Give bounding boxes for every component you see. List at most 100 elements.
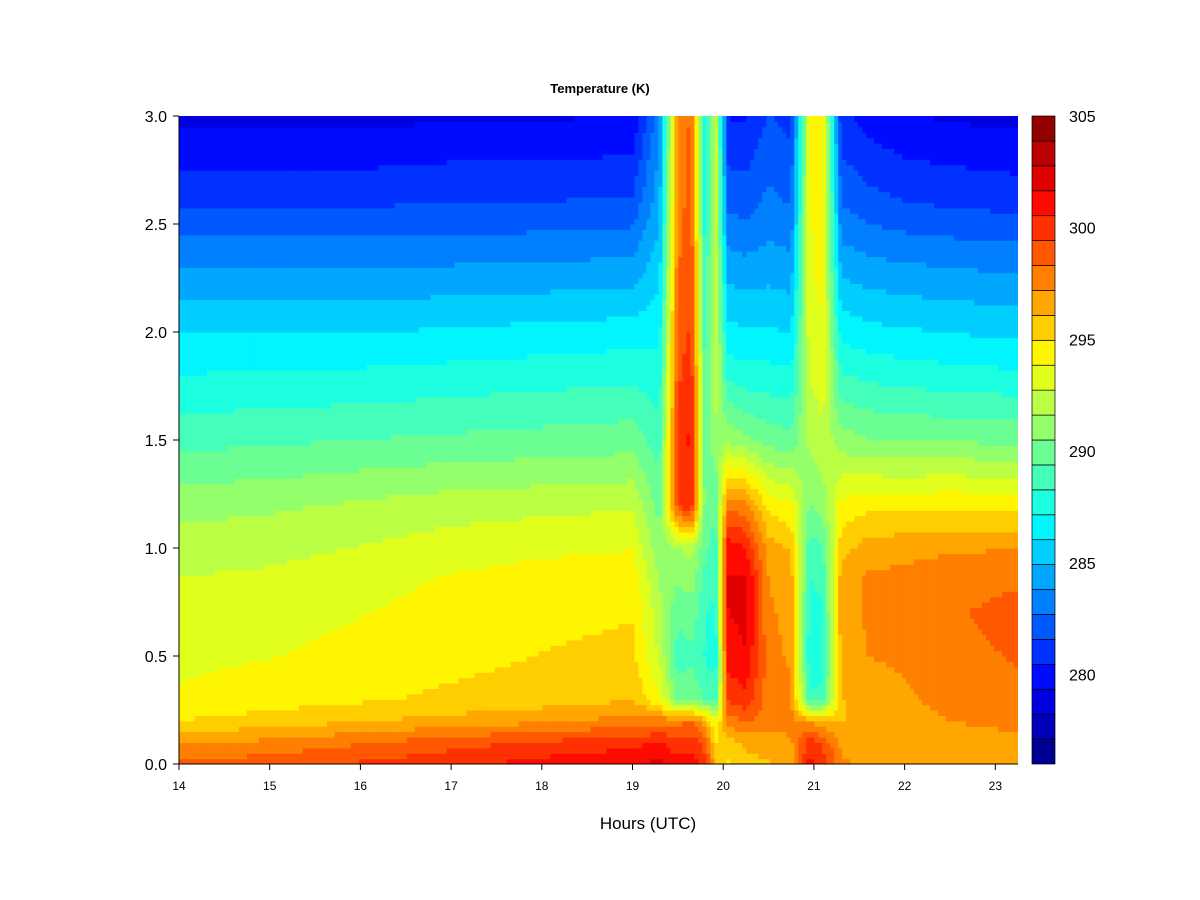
- field-cell: [366, 542, 372, 614]
- field-cell: [350, 170, 356, 209]
- field-cell: [730, 477, 735, 490]
- field-cell: [306, 207, 312, 236]
- field-cell: [946, 267, 951, 301]
- field-cell: [690, 710, 695, 716]
- field-cell: [274, 299, 280, 333]
- field-cell: [230, 758, 236, 764]
- field-cell: [179, 575, 184, 684]
- field-cell: [246, 477, 252, 517]
- field-cell: [946, 364, 951, 392]
- field-cell: [694, 116, 699, 241]
- field-cell: [262, 661, 268, 711]
- field-cell: [630, 623, 636, 700]
- field-cell: [734, 731, 739, 743]
- field-cell: [454, 234, 460, 263]
- field-cell: [179, 450, 184, 484]
- field-cell: [366, 116, 372, 128]
- field-cell: [942, 553, 947, 716]
- field-cell: [778, 245, 783, 290]
- field-cell: [538, 121, 544, 160]
- field-cell: [302, 267, 308, 301]
- field-cell: [494, 488, 500, 522]
- field-cell: [550, 121, 556, 160]
- field-cell: [618, 737, 624, 749]
- field-cell: [210, 369, 216, 414]
- field-cell: [210, 483, 216, 522]
- field-cell: [726, 607, 731, 673]
- field-cell: [774, 467, 779, 484]
- field-cell: [250, 207, 256, 236]
- field-cell: [394, 126, 400, 166]
- field-cell: [318, 737, 324, 749]
- field-cell: [202, 450, 208, 484]
- field-cell: [562, 121, 568, 160]
- field-cell: [542, 720, 548, 733]
- field-cell: [698, 742, 703, 764]
- field-cell: [846, 278, 851, 311]
- field-cell: [762, 634, 767, 679]
- field-cell: [234, 758, 240, 764]
- field-cell: [702, 699, 707, 706]
- field-cell: [798, 413, 803, 479]
- field-cell: [342, 170, 348, 209]
- field-cell: [586, 116, 592, 160]
- field-cell: [398, 467, 404, 495]
- field-cell: [994, 126, 999, 171]
- field-cell: [374, 267, 380, 301]
- field-cell: [186, 413, 192, 452]
- field-cell: [978, 531, 983, 554]
- field-cell: [818, 683, 823, 700]
- field-cell: [842, 116, 847, 160]
- field-cell: [870, 380, 875, 409]
- field-cell: [978, 726, 983, 764]
- field-cell: [462, 488, 468, 527]
- field-cell: [874, 569, 879, 662]
- field-cell: [734, 251, 739, 290]
- field-cell: [682, 553, 687, 592]
- field-cell: [686, 704, 691, 711]
- field-cell: [990, 240, 995, 274]
- field-cell: [390, 758, 396, 764]
- field-cell: [422, 726, 428, 738]
- field-cell: [694, 720, 699, 727]
- field-cell: [690, 542, 695, 554]
- field-cell: [250, 332, 256, 371]
- field-cell: [782, 202, 787, 247]
- field-cell: [430, 461, 436, 495]
- field-cell: [902, 229, 907, 263]
- field-cell: [622, 483, 628, 511]
- field-cell: [298, 299, 304, 333]
- field-cell: [626, 288, 632, 317]
- field-cell: [390, 434, 396, 468]
- field-cell: [570, 229, 576, 263]
- field-cell: [734, 288, 739, 322]
- field-cell: [974, 240, 979, 268]
- field-cell: [850, 348, 855, 376]
- field-cell: [270, 753, 276, 764]
- field-cell: [446, 396, 452, 436]
- field-cell: [610, 726, 616, 738]
- field-cell: [866, 407, 871, 441]
- field-cell: [722, 380, 727, 414]
- field-cell: [962, 240, 967, 268]
- field-cell: [458, 726, 464, 738]
- field-cell: [742, 121, 747, 171]
- field-cell: [246, 234, 252, 268]
- field-cell: [778, 396, 783, 425]
- field-cell: [754, 677, 759, 716]
- field-cell: [422, 715, 428, 727]
- field-cell: [530, 758, 536, 764]
- field-cell: [682, 634, 687, 673]
- field-cell: [270, 445, 276, 479]
- field-cell: [318, 504, 324, 554]
- field-cell: [818, 742, 823, 764]
- field-cell: [966, 364, 971, 392]
- field-cell: [358, 207, 364, 236]
- field-cell: [434, 294, 440, 328]
- field-cell: [730, 380, 735, 403]
- field-cell: [650, 348, 656, 403]
- field-cell: [310, 299, 316, 333]
- field-cell: [550, 456, 556, 484]
- field-cell: [338, 704, 344, 722]
